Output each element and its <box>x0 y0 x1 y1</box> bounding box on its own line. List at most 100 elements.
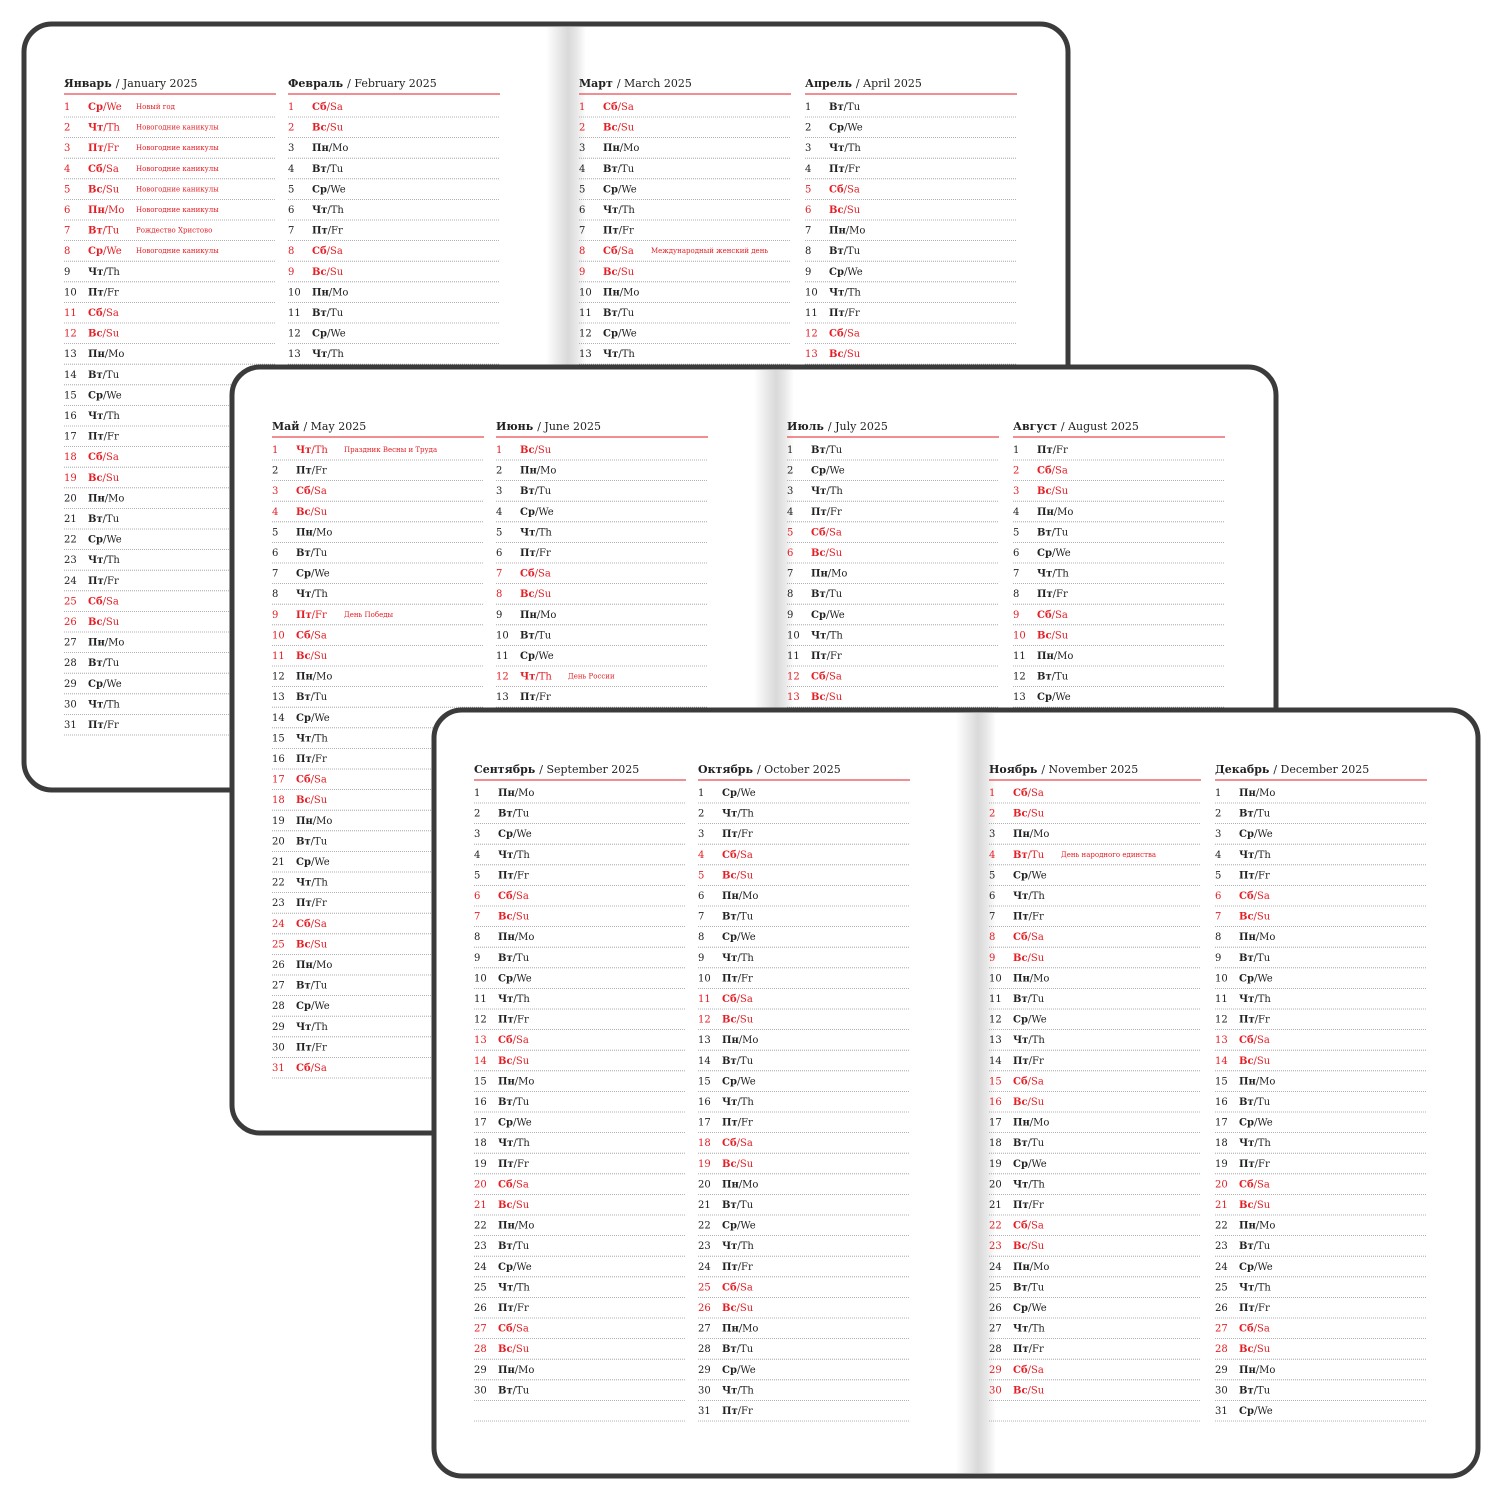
weekday: Вт/Tu <box>603 164 635 175</box>
weekday-en: /We <box>737 1221 756 1232</box>
weekday-ru: Вс <box>88 329 103 340</box>
day-number: 25 <box>474 1282 487 1293</box>
weekday-en: /Su <box>513 1344 530 1355</box>
day-number: 29 <box>272 1022 285 1033</box>
day-number: 18 <box>272 795 285 806</box>
weekday-ru: Пт <box>722 1406 738 1417</box>
weekday-en: /Mo <box>313 672 333 683</box>
weekday-ru: Чт <box>1239 850 1254 861</box>
day-number: 13 <box>1013 692 1026 703</box>
weekday-en: /Th <box>1254 994 1271 1005</box>
weekday-ru: Пт <box>498 1159 514 1170</box>
weekday-en: /Mo <box>537 466 557 477</box>
weekday-ru: Пт <box>722 1262 738 1273</box>
weekday-en: /Tu <box>311 692 328 703</box>
weekday-ru: Ср <box>603 329 618 340</box>
day-number: 30 <box>64 699 77 710</box>
weekday-en: /Tu <box>1254 1241 1271 1252</box>
weekday-ru: Пт <box>1239 1303 1255 1314</box>
day-number: 2 <box>64 123 70 134</box>
weekday: Чт/Th <box>88 411 120 422</box>
day-number: 5 <box>474 870 480 881</box>
weekday: Ср/We <box>296 713 330 724</box>
weekday: Вс/Su <box>829 349 861 360</box>
weekday-ru: Пн <box>1239 1221 1256 1232</box>
weekday: Вс/Su <box>88 617 120 628</box>
weekday-ru: Вт <box>1239 809 1254 820</box>
day-number: 3 <box>272 486 278 497</box>
day-number: 3 <box>989 829 995 840</box>
weekday: Ср/We <box>1013 1159 1047 1170</box>
weekday-en: /We <box>513 973 532 984</box>
weekday: Пт/Fr <box>722 829 753 840</box>
day-number: 15 <box>474 1076 487 1087</box>
weekday-en: /Th <box>103 699 120 710</box>
weekday-ru: Вт <box>498 1097 513 1108</box>
weekday: Сб/Sa <box>1239 891 1270 902</box>
weekday-en: /Fr <box>738 829 753 840</box>
weekday-en: /Su <box>513 1056 530 1067</box>
day-number: 15 <box>272 733 285 744</box>
weekday: Чт/Th <box>1037 569 1069 580</box>
day-number: 24 <box>272 919 285 930</box>
weekday-en: /Tu <box>513 953 530 964</box>
weekday-ru: Пн <box>722 891 739 902</box>
weekday-en: /Tu <box>103 514 120 525</box>
weekday: Ср/We <box>296 857 330 868</box>
weekday-en: /Su <box>1052 630 1069 641</box>
day-number: 12 <box>579 329 592 340</box>
day-number: 3 <box>64 143 70 154</box>
weekday-en: /Su <box>311 939 328 950</box>
weekday-ru: Чт <box>1013 1324 1028 1335</box>
weekday-ru: Ср <box>811 610 826 621</box>
weekday: Пн/Mo <box>88 349 124 360</box>
weekday-ru: Сб <box>1013 1221 1028 1232</box>
weekday-en: /Sa <box>1052 466 1068 477</box>
weekday-en: /Mo <box>1256 1221 1276 1232</box>
weekday-en: /Mo <box>515 1221 535 1232</box>
weekday: Вт/Tu <box>1037 527 1069 538</box>
weekday-en: /We <box>513 1262 532 1273</box>
weekday: Ср/We <box>1239 1118 1273 1129</box>
weekday-en: /Mo <box>1256 788 1276 799</box>
weekday-ru: Чт <box>88 123 103 134</box>
day-number: 8 <box>474 932 480 943</box>
weekday-ru: Пн <box>1013 973 1030 984</box>
weekday: Чт/Th <box>498 850 530 861</box>
weekday-en: /Su <box>826 692 843 703</box>
weekday-ru: Чт <box>520 672 535 683</box>
day-number: 16 <box>474 1097 487 1108</box>
weekday-en: /Tu <box>844 246 861 257</box>
weekday-en: /Sa <box>737 1138 753 1149</box>
weekday-ru: Чт <box>312 205 327 216</box>
holiday-note: Международный женский день <box>651 247 768 255</box>
day-number: 4 <box>288 164 294 175</box>
weekday: Сб/Sa <box>1239 1179 1270 1190</box>
weekday: Пн/Mo <box>498 932 534 943</box>
weekday-ru: Сб <box>88 164 103 175</box>
weekday: Пт/Fr <box>88 432 119 443</box>
day-number: 10 <box>1013 630 1026 641</box>
weekday-ru: Вт <box>1239 1241 1254 1252</box>
weekday-en: /Fr <box>619 226 634 237</box>
weekday-en: /We <box>737 1365 756 1376</box>
weekday-en: /Th <box>103 123 120 134</box>
weekday-en: /Sa <box>513 891 529 902</box>
weekday-ru: Пн <box>1037 507 1054 518</box>
weekday-en: /Tu <box>535 630 552 641</box>
day-number: 11 <box>698 994 711 1005</box>
weekday: Пт/Fr <box>1013 912 1044 923</box>
weekday: Ср/We <box>829 267 863 278</box>
weekday-en: /Sa <box>618 102 634 113</box>
weekday-ru: Ср <box>1037 692 1052 703</box>
day-number: 14 <box>272 713 285 724</box>
weekday-ru: Сб <box>296 1063 311 1074</box>
weekday-en: /Fr <box>514 1015 529 1026</box>
weekday-ru: Чт <box>88 411 103 422</box>
day-number: 1 <box>64 102 70 113</box>
weekday-en: /Th <box>103 411 120 422</box>
weekday-en: /Th <box>513 850 530 861</box>
weekday-en: /We <box>1254 973 1273 984</box>
